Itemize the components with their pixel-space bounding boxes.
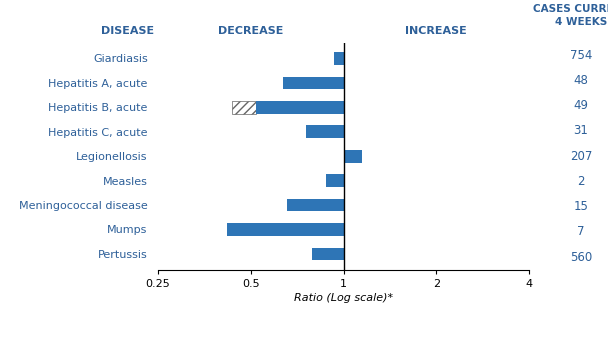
- Text: 31: 31: [573, 125, 589, 137]
- Text: 7: 7: [577, 225, 585, 239]
- Text: 560: 560: [570, 251, 592, 264]
- Bar: [306, 125, 344, 138]
- Bar: [334, 52, 344, 65]
- Text: 48: 48: [573, 74, 589, 87]
- Bar: [256, 101, 344, 114]
- Bar: [287, 199, 344, 212]
- Text: 49: 49: [573, 99, 589, 112]
- Bar: [283, 77, 344, 89]
- Text: DECREASE: DECREASE: [218, 26, 283, 36]
- Text: 2: 2: [577, 175, 585, 188]
- Bar: [232, 101, 256, 114]
- X-axis label: Ratio (Log scale)*: Ratio (Log scale)*: [294, 293, 393, 303]
- Bar: [227, 223, 344, 236]
- Bar: [326, 174, 344, 187]
- Text: 15: 15: [573, 200, 589, 213]
- Text: 207: 207: [570, 150, 592, 163]
- Text: CASES CURRENT
4 WEEKS: CASES CURRENT 4 WEEKS: [533, 4, 608, 27]
- Text: 754: 754: [570, 49, 592, 62]
- Bar: [312, 247, 344, 260]
- Text: DISEASE: DISEASE: [102, 26, 154, 36]
- Bar: [344, 150, 362, 163]
- Text: INCREASE: INCREASE: [406, 26, 467, 36]
